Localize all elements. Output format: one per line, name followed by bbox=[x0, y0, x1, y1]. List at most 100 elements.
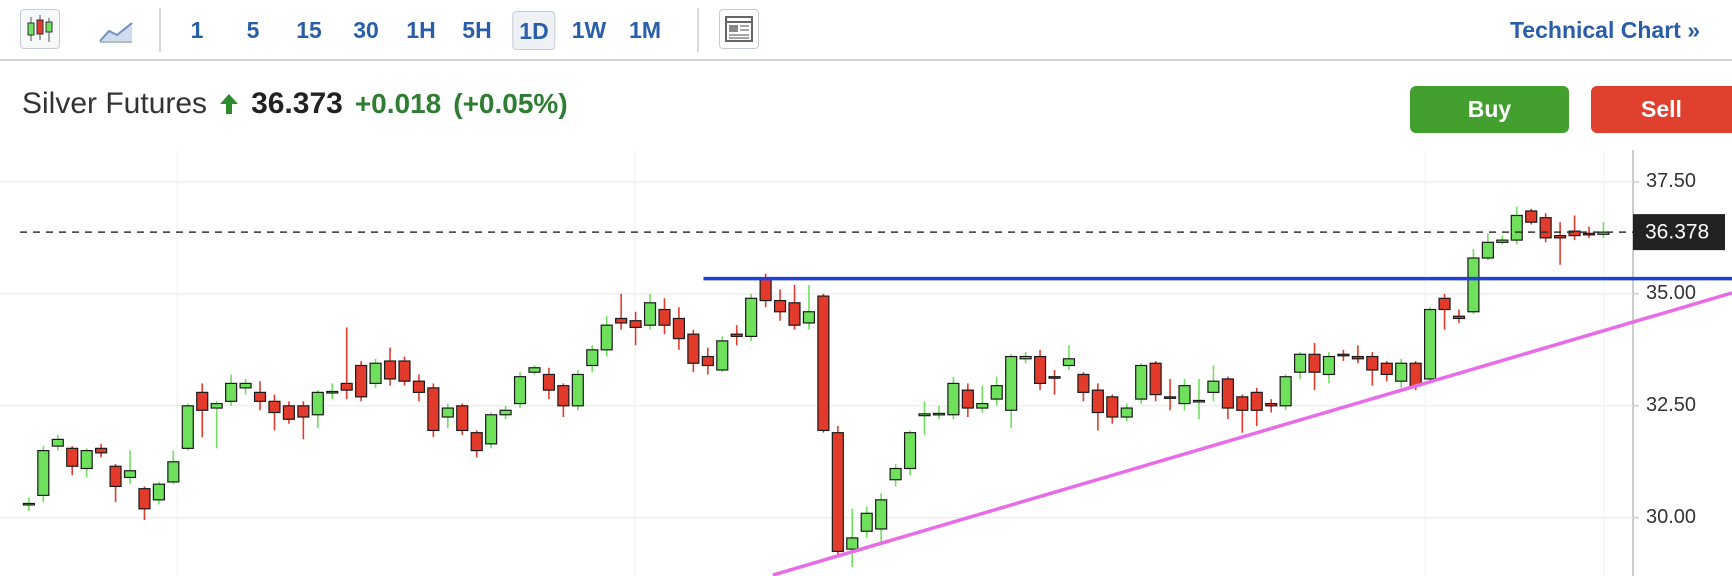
candle-body bbox=[759, 277, 772, 302]
y-tick-label: 37.50 bbox=[1646, 170, 1696, 192]
candle-body bbox=[788, 302, 801, 326]
candle-body bbox=[109, 465, 122, 488]
candle-body bbox=[643, 302, 657, 326]
candle-body bbox=[1135, 364, 1148, 400]
interval-button[interactable]: 1M bbox=[629, 17, 661, 43]
interval-button[interactable]: 1 bbox=[190, 17, 204, 43]
candle-body bbox=[1062, 358, 1076, 367]
candle-body bbox=[66, 447, 79, 467]
candle-body bbox=[152, 483, 165, 501]
candle-body bbox=[427, 387, 440, 432]
candle-body bbox=[441, 407, 454, 418]
candle-body bbox=[412, 380, 426, 393]
candle-body bbox=[1207, 380, 1220, 393]
candle-body bbox=[1221, 378, 1234, 409]
quote-header: Silver Futures 36.373 +0.018 (+0.05%) bbox=[22, 84, 568, 124]
candle-body bbox=[1597, 231, 1610, 235]
candle-body bbox=[831, 432, 844, 552]
candle-body bbox=[225, 382, 238, 402]
interval-button[interactable]: 15 bbox=[296, 17, 322, 43]
candle-body bbox=[355, 364, 368, 398]
candlestick-icon[interactable] bbox=[20, 9, 60, 49]
candle-body bbox=[542, 373, 556, 391]
candle-body bbox=[1409, 362, 1422, 387]
candle-body bbox=[1554, 235, 1567, 239]
candle-body bbox=[586, 349, 599, 367]
candle-body bbox=[383, 360, 397, 380]
candle-body bbox=[253, 391, 267, 402]
candle-body bbox=[95, 447, 108, 454]
candle-body bbox=[1293, 353, 1307, 373]
technical-chart-link[interactable]: Technical Chart » bbox=[1509, 17, 1700, 43]
interval-button[interactable]: 5 bbox=[246, 17, 260, 43]
interval-button[interactable]: 1D bbox=[512, 11, 556, 50]
interval-button[interactable]: 1H bbox=[406, 17, 436, 43]
price-change-percent: (+0.05%) bbox=[453, 88, 568, 119]
candle-body bbox=[629, 320, 642, 329]
candle-body bbox=[1236, 396, 1249, 411]
candle-body bbox=[1510, 214, 1523, 241]
candle-body bbox=[571, 373, 584, 407]
candle-body bbox=[1322, 355, 1336, 376]
candle-body bbox=[1467, 257, 1480, 313]
candle-body bbox=[311, 391, 324, 416]
price-change: +0.018 bbox=[354, 88, 442, 119]
candle-body bbox=[716, 340, 729, 371]
icon bbox=[27, 15, 53, 42]
candle-body bbox=[1481, 241, 1494, 259]
sell-button[interactable]: Sell bbox=[1591, 86, 1732, 133]
candle-body bbox=[138, 488, 151, 510]
last-price-label: 36.378 bbox=[1645, 221, 1709, 244]
candle-body bbox=[802, 311, 816, 324]
candle-body bbox=[1568, 230, 1581, 237]
candle-body bbox=[672, 317, 686, 340]
candle-body bbox=[1366, 355, 1379, 371]
y-tick-label: 35.00 bbox=[1646, 282, 1696, 304]
candle-body bbox=[297, 405, 310, 418]
candle-body bbox=[990, 385, 1003, 400]
interval-button[interactable]: 1W bbox=[571, 17, 607, 43]
candle-body bbox=[1337, 353, 1350, 357]
candle-body bbox=[947, 382, 960, 416]
candle-body bbox=[961, 389, 974, 409]
plot bbox=[22, 206, 1732, 576]
last-price: 36.373 bbox=[251, 87, 343, 120]
candle-body bbox=[701, 355, 714, 367]
candle-body bbox=[1019, 355, 1032, 360]
candle-body bbox=[1192, 399, 1206, 403]
candle-body bbox=[1077, 373, 1090, 393]
candle-body bbox=[123, 470, 137, 479]
candle-body bbox=[167, 461, 180, 483]
candle-body bbox=[1582, 232, 1596, 236]
candle-body bbox=[181, 405, 194, 449]
candle-body bbox=[456, 405, 469, 432]
candle-body bbox=[1250, 391, 1263, 411]
candle-body bbox=[773, 299, 787, 313]
candle-body bbox=[268, 400, 281, 414]
candle-body bbox=[1178, 385, 1191, 405]
candle-body bbox=[730, 333, 743, 337]
candle-body bbox=[1496, 239, 1509, 243]
candle-body bbox=[80, 449, 93, 470]
candle-body bbox=[22, 502, 35, 506]
candle-body bbox=[513, 376, 527, 405]
candle-body bbox=[1149, 362, 1162, 396]
candle-body bbox=[918, 413, 931, 417]
y-tick-label: 30.00 bbox=[1646, 506, 1696, 528]
candle-body bbox=[51, 438, 64, 447]
candle-body bbox=[326, 390, 339, 394]
candle-body bbox=[600, 324, 613, 351]
trend-line bbox=[772, 291, 1732, 576]
candle-body bbox=[1033, 355, 1047, 385]
candle-body bbox=[398, 360, 411, 382]
candle-body bbox=[1120, 407, 1133, 418]
layout-icon[interactable] bbox=[719, 9, 759, 49]
candle-body bbox=[210, 402, 223, 409]
candle-body bbox=[528, 367, 541, 373]
line-chart-icon[interactable] bbox=[96, 9, 136, 49]
candle-body bbox=[239, 382, 252, 389]
interval-button[interactable]: 5H bbox=[462, 17, 492, 43]
buy-button[interactable]: Buy bbox=[1410, 86, 1569, 133]
interval-button[interactable]: 30 bbox=[353, 17, 379, 43]
